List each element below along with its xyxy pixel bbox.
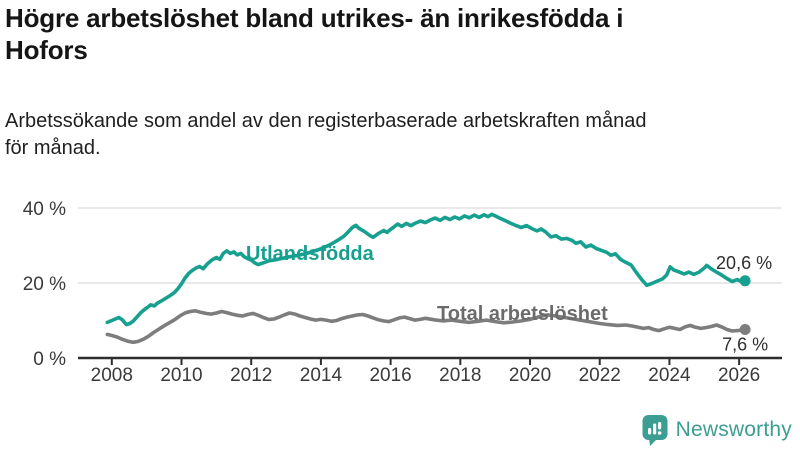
series-end-dot-utlandsfodda [739, 275, 751, 287]
y-tick-label: 20 % [23, 274, 66, 295]
series-line-utlandsfodda [105, 212, 747, 327]
newsworthy-logo-text: Newsworthy [675, 418, 792, 441]
series-end-dot-total [739, 324, 751, 335]
series-end-value-utlandsfodda: 20,6 % [716, 253, 772, 273]
newsworthy-logo: Newsworthy [642, 414, 792, 446]
unemployment-line-chart: 0 % 20 % 40 % 2008 2010 2012 2014 2016 2018 2020 2… [23, 199, 782, 386]
x-tick-label: 2016 [369, 365, 411, 386]
series-label-total: Total arbetslöshet [437, 303, 608, 325]
x-tick-label: 2012 [230, 365, 272, 386]
speech-bubble-bar-chart-icon [642, 415, 668, 446]
x-tick-label: 2010 [160, 365, 202, 386]
y-tick-label: 40 % [23, 199, 66, 220]
x-tick-label: 2022 [579, 365, 621, 386]
series-label-utlandsfodda: Utlandsfödda [246, 243, 375, 265]
series-line-total [105, 309, 747, 345]
series-end-value-total: 7,6 % [722, 335, 768, 355]
x-tick-label: 2026 [718, 365, 760, 386]
page-subtitle: Arbetssökande som andel av den registerb… [5, 110, 647, 159]
x-tick-label: 2024 [648, 365, 691, 386]
x-tick-label: 2014 [300, 365, 343, 386]
x-tick-label: 2020 [509, 365, 551, 386]
page-title: Högre arbetslöshet bland utrikes- än inr… [5, 3, 624, 65]
x-tick-label: 2008 [91, 365, 133, 386]
y-tick-label: 0 % [33, 349, 66, 370]
x-tick-label: 2018 [439, 365, 481, 386]
